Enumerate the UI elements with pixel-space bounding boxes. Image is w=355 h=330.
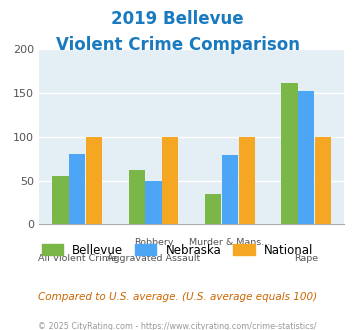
- Text: Compared to U.S. average. (U.S. average equals 100): Compared to U.S. average. (U.S. average …: [38, 292, 317, 302]
- Text: Robbery: Robbery: [134, 238, 173, 247]
- Text: All Violent Crime: All Violent Crime: [38, 254, 117, 263]
- Bar: [146, 181, 162, 224]
- Text: Rape: Rape: [294, 254, 318, 263]
- Text: 2019 Bellevue: 2019 Bellevue: [111, 10, 244, 28]
- Bar: [162, 137, 179, 224]
- Text: Aggravated Assault: Aggravated Assault: [107, 254, 200, 263]
- Text: © 2025 CityRating.com - https://www.cityrating.com/crime-statistics/: © 2025 CityRating.com - https://www.city…: [38, 322, 317, 330]
- Text: Violent Crime Comparison: Violent Crime Comparison: [55, 36, 300, 54]
- Text: Murder & Mans...: Murder & Mans...: [189, 238, 271, 247]
- Bar: [239, 137, 255, 224]
- Bar: [86, 137, 102, 224]
- Bar: [222, 155, 238, 224]
- Bar: [281, 83, 297, 224]
- Bar: [315, 137, 331, 224]
- Bar: [205, 194, 221, 224]
- Bar: [298, 91, 314, 224]
- Bar: [129, 170, 145, 224]
- Bar: [69, 154, 85, 224]
- Bar: [52, 176, 69, 224]
- Legend: Bellevue, Nebraska, National: Bellevue, Nebraska, National: [37, 239, 318, 261]
